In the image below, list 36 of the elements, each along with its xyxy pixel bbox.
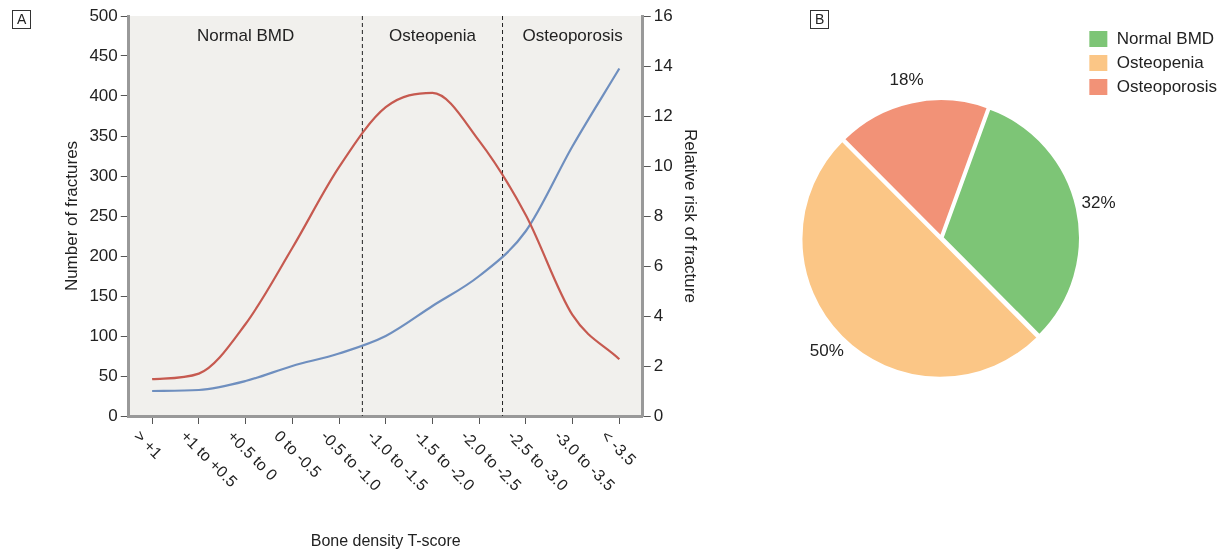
y-tick-label: 150 xyxy=(89,285,118,305)
y2-tick-label: 6 xyxy=(653,255,664,275)
y-tick-label: 450 xyxy=(89,45,118,65)
chart-title: A xyxy=(12,10,32,29)
y2-tick-label: 10 xyxy=(653,155,673,175)
y-tick-label: 250 xyxy=(89,205,118,225)
data-label: 18% xyxy=(889,70,924,90)
y-tick-label: 100 xyxy=(89,325,118,345)
annotation: Osteopenia xyxy=(388,25,477,45)
y2-tick-label: 2 xyxy=(653,355,664,375)
data-label: 50% xyxy=(809,341,844,361)
y2-tick-label: 4 xyxy=(653,305,664,325)
y-tick-label: 0 xyxy=(108,405,118,425)
legend-label: Osteopenia xyxy=(1116,52,1205,72)
y-tick-label: 300 xyxy=(89,165,118,185)
annotation: Osteoporosis xyxy=(522,25,623,45)
y-tick-label: 50 xyxy=(98,365,118,385)
y-tick-label: 400 xyxy=(89,85,118,105)
y-tick-label: 350 xyxy=(89,125,118,145)
x-tick-label: > +1 xyxy=(130,427,166,462)
chart-title: B xyxy=(810,10,830,29)
y-tick-label: 200 xyxy=(89,245,118,265)
y2-tick-label: 16 xyxy=(653,5,673,25)
x-axis-title: Bone density T-score xyxy=(310,532,461,549)
y2-axis-title: Relative risk of fracture xyxy=(681,129,701,303)
y-tick-label: 500 xyxy=(89,5,118,25)
y2-tick-label: 0 xyxy=(653,405,664,425)
y-axis-title: Number of fractures xyxy=(61,140,81,292)
y2-tick-label: 12 xyxy=(653,105,673,125)
data-label: 32% xyxy=(1081,193,1116,213)
legend-label: Normal BMD xyxy=(1116,28,1215,48)
x-tick-label: < -3.5 xyxy=(598,427,640,469)
y2-tick-label: 8 xyxy=(653,205,664,225)
legend-label: Osteoporosis xyxy=(1116,76,1218,96)
annotation: Normal BMD xyxy=(196,25,295,45)
y2-tick-label: 14 xyxy=(653,55,673,75)
